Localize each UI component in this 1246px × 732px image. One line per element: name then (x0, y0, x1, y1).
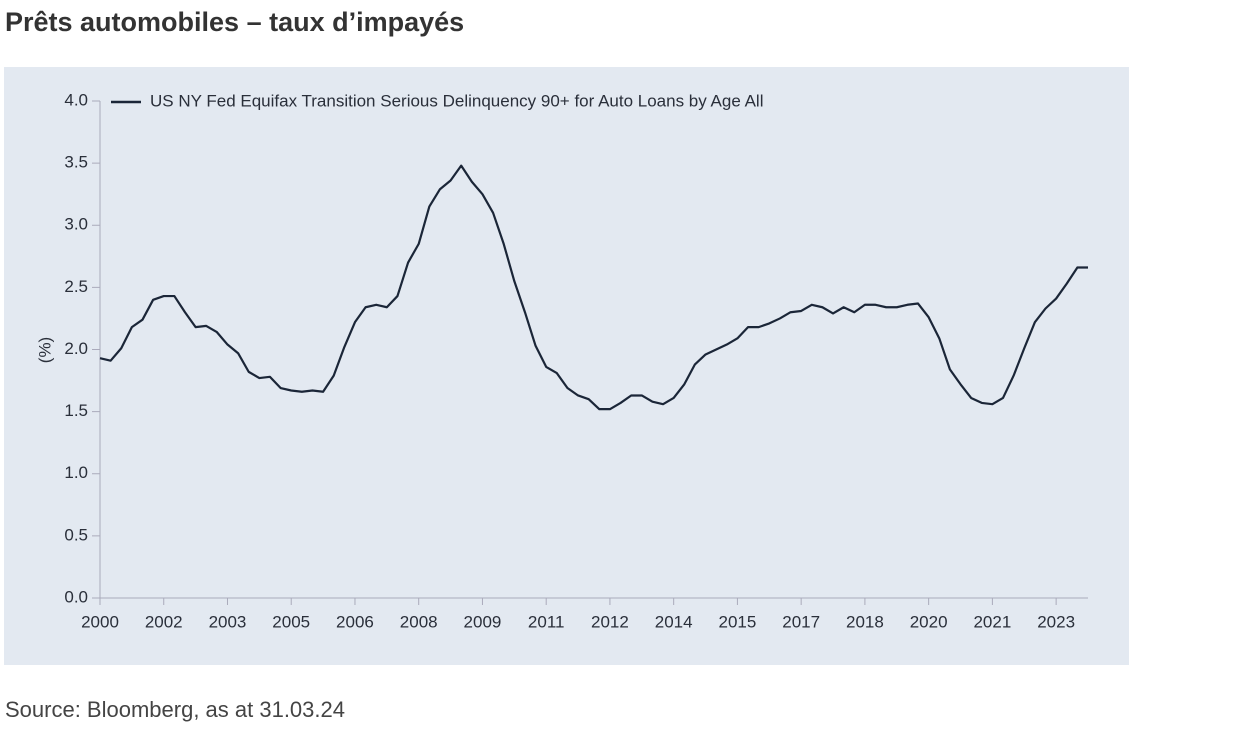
x-tick-label: 2015 (719, 612, 757, 631)
x-tick-label: 2000 (81, 612, 119, 631)
page-title: Prêts automobiles – taux d’impayés (5, 7, 464, 37)
chart-panel (4, 67, 1129, 665)
x-tick-label: 2003 (209, 612, 247, 631)
x-tick-label: 2008 (400, 612, 438, 631)
x-tick-label: 2014 (655, 612, 693, 631)
y-tick-label: 2.5 (64, 277, 88, 296)
y-tick-label: 3.0 (64, 215, 88, 234)
y-tick-label: 0.5 (64, 525, 88, 544)
x-tick-label: 2009 (464, 612, 502, 631)
x-tick-label: 2018 (846, 612, 884, 631)
y-tick-label: 4.0 (64, 90, 88, 109)
x-tick-label: 2005 (272, 612, 310, 631)
x-tick-label: 2023 (1037, 612, 1075, 631)
y-tick-label: 0.0 (64, 587, 88, 606)
y-tick-label: 1.0 (64, 463, 88, 482)
x-tick-label: 2011 (528, 612, 565, 631)
x-tick-label: 2002 (145, 612, 183, 631)
x-tick-label: 2017 (782, 612, 820, 631)
x-tick-label: 2012 (591, 612, 629, 631)
source-note: Source: Bloomberg, as at 31.03.24 (5, 697, 345, 722)
y-axis-label: (%) (35, 337, 54, 363)
y-tick-label: 2.0 (64, 339, 88, 358)
y-tick-label: 3.5 (64, 153, 88, 172)
data-line (99, 164, 1088, 411)
x-tick-label: 2021 (973, 612, 1011, 631)
legend-label: US NY Fed Equifax Transition Serious Del… (150, 91, 763, 110)
y-tick-label: 1.5 (64, 401, 88, 420)
x-tick-label: 2020 (910, 612, 948, 631)
x-tick-label: 2006 (336, 612, 374, 631)
